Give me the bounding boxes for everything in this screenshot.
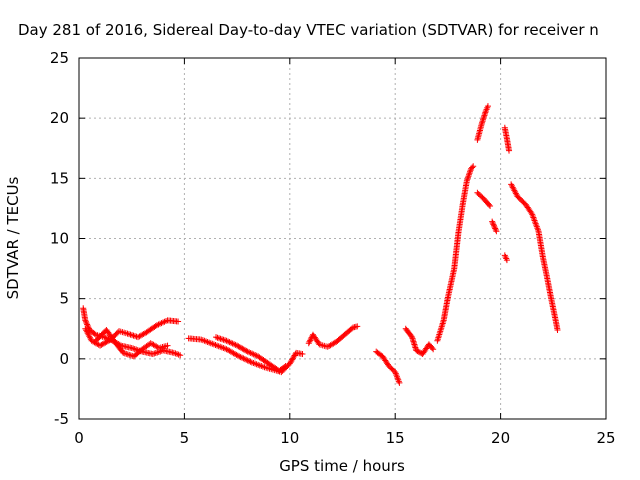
data-point-marker	[491, 224, 498, 231]
y-axis-label: SDTVAR / TECUs	[4, 176, 22, 299]
data-point-marker	[130, 332, 137, 339]
axis-ticks	[78, 57, 607, 420]
data-point-marker	[151, 350, 158, 357]
data-point-marker	[82, 317, 89, 324]
x-axis-label: GPS time / hours	[279, 457, 405, 475]
data-point-marker	[84, 321, 91, 328]
data-point-marker	[240, 355, 247, 362]
data-point-marker	[484, 103, 491, 110]
data-point-marker	[214, 334, 221, 341]
data-point-marker	[306, 338, 313, 345]
data-point-marker	[243, 347, 250, 354]
x-tick-label: 10	[280, 429, 299, 447]
data-point-marker	[247, 358, 254, 365]
data-point-marker	[164, 342, 171, 349]
data-point-marker	[217, 335, 224, 342]
grid-lines	[79, 58, 606, 419]
data-point-marker	[152, 349, 159, 356]
data-point-marker	[430, 346, 437, 353]
data-point-marker	[177, 352, 184, 359]
data-point-marker	[490, 221, 497, 228]
x-tick-label: 15	[386, 429, 405, 447]
data-point-marker	[237, 354, 244, 361]
y-tick-label: 20	[50, 109, 69, 127]
data-point-marker	[493, 228, 500, 235]
data-point-marker	[130, 345, 137, 352]
y-tick-label: 10	[50, 230, 69, 248]
data-point-marker	[124, 351, 131, 358]
data-point-marker	[348, 325, 355, 332]
chart-title: Day 281 of 2016, Sidereal Day-to-day VTE…	[18, 21, 599, 39]
data-point-marker	[127, 331, 134, 338]
x-tick-label: 25	[596, 429, 615, 447]
y-tick-label: 0	[59, 350, 69, 368]
data-point-marker	[490, 222, 497, 229]
data-point-marker	[486, 201, 493, 208]
data-point-marker	[213, 334, 220, 341]
data-point-marker	[414, 348, 421, 355]
data-point-marker	[466, 170, 473, 177]
data-point-marker	[281, 364, 288, 371]
data-point-marker	[396, 379, 403, 386]
x-tick-label: 5	[180, 429, 190, 447]
data-point-marker	[234, 352, 241, 359]
tick-labels: 0 5 10 15 20 25 -5 0 5 10 15 20 25	[50, 49, 616, 447]
data-point-marker	[492, 225, 499, 232]
data-point-marker	[489, 218, 496, 225]
data-point-marker	[469, 164, 476, 171]
y-tick-label: 15	[50, 169, 69, 187]
data-point-marker	[415, 348, 422, 355]
data-point-marker	[413, 347, 420, 354]
data-point-marker	[305, 340, 312, 347]
data-point-marker	[243, 356, 250, 363]
data-point-marker	[408, 332, 415, 339]
data-point-marker	[506, 147, 513, 154]
y-tick-label: 5	[59, 290, 69, 308]
data-point-marker	[489, 220, 496, 227]
plot-frame	[78, 57, 607, 420]
data-point-marker	[128, 345, 135, 352]
data-point-marker	[299, 351, 306, 358]
data-point-marker	[282, 363, 289, 370]
data-point-marker	[554, 326, 561, 333]
data-point-marker	[216, 335, 223, 342]
y-tick-label: -5	[54, 410, 69, 428]
data-point-marker	[83, 320, 90, 327]
data-point-marker	[126, 351, 133, 358]
data-point-marker	[307, 337, 314, 344]
data-point-marker	[85, 324, 92, 331]
data-point-marker	[528, 210, 535, 217]
data-point-marker	[149, 351, 156, 358]
data-point-marker	[429, 345, 436, 352]
data-point-marker	[241, 356, 248, 363]
data-point-marker	[464, 176, 471, 183]
data-point-marker	[129, 352, 136, 359]
data-point-marker	[91, 330, 98, 337]
data-point-marker	[470, 163, 477, 170]
data-point-marker	[464, 174, 471, 181]
data-point-marker	[246, 358, 253, 365]
data-point-marker	[219, 336, 226, 343]
data-point-marker	[492, 226, 499, 233]
data-point-marker	[82, 318, 89, 325]
data-point-marker	[239, 354, 246, 361]
data-point-marker	[236, 353, 243, 360]
data-point-marker	[175, 318, 182, 325]
y-tick-label: 25	[50, 49, 69, 67]
data-point-marker	[465, 171, 472, 178]
data-point-marker	[487, 203, 494, 210]
data-point-marker	[125, 331, 132, 338]
x-tick-label: 0	[74, 429, 84, 447]
data-point-marker	[503, 257, 510, 264]
data-point-marker	[174, 351, 181, 358]
data-point-marker	[467, 167, 474, 174]
x-tick-label: 20	[491, 429, 510, 447]
data-point-marker	[244, 357, 251, 364]
data-point-marker	[354, 323, 361, 330]
data-points	[80, 103, 561, 386]
data-point-marker	[129, 332, 136, 339]
data-point-marker	[131, 346, 138, 353]
